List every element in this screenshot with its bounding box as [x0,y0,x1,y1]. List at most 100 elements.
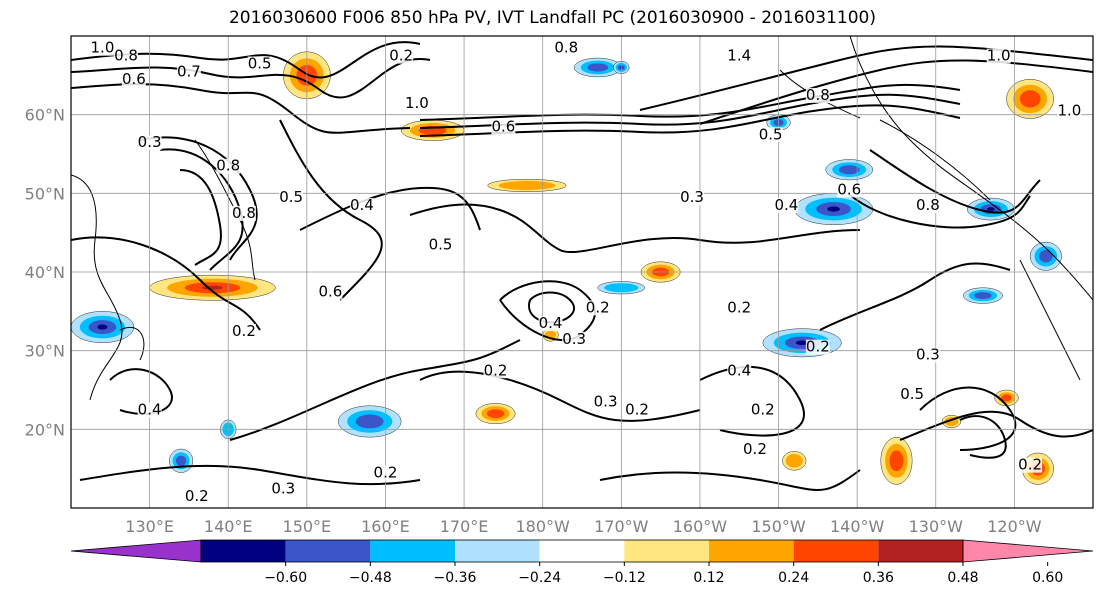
pv-anomaly-positive-7-2 [889,450,904,472]
lon-tick-label: 140°W [830,517,885,536]
contour-label-bg [742,441,767,457]
contour-label: 0.5 [900,385,924,403]
colorbar-tick-label: −0.12 [603,570,646,586]
contour-label: 0.6 [122,70,146,88]
pv-contour-8 [869,149,1041,214]
contour-label: 0.2 [374,464,398,482]
contour-label: 0.2 [389,47,413,65]
colorbar-tick-label: −0.36 [434,570,477,586]
contour-label-bg [389,48,414,64]
contour-label-bg [805,87,830,103]
pv-contour-12 [179,169,222,266]
contour-label-bg [1057,103,1082,119]
contour-label-bg [404,95,429,111]
contour-label: 0.2 [625,401,649,419]
pv-anomaly-negative-15-3 [827,206,840,212]
pv-contour-1 [71,58,431,99]
coastline-3 [849,36,1093,301]
contour-label-bg [176,64,201,80]
coastline-4 [879,119,991,201]
contour-label: 0.4 [727,361,751,379]
contour-label-bg [774,198,799,214]
pv-anomaly-positive-10-1 [785,454,803,468]
contour-label: 0.6 [491,117,515,135]
contour-label: 0.2 [751,401,775,419]
contour-label-bg [727,363,752,379]
contour-label: 0.2 [727,298,751,316]
colorbar-outline [200,539,964,563]
pv-anomaly-positive-2-2 [1019,90,1041,108]
pv-contour-18 [528,291,575,324]
pv-anomaly-negative-17-2 [1038,250,1053,263]
colorbar-bin [793,540,879,562]
colorbar-bin [285,540,371,562]
contour-label: 0.3 [271,479,295,497]
lat-tick-label: 30°N [25,342,65,361]
contour-label-bg [231,323,256,339]
lon-tick-label: 160°E [361,517,410,536]
contour-label-bg [538,316,563,332]
colorbar-bin [539,540,625,562]
contour-label-bg [279,190,304,206]
pv-contour-25 [959,415,1007,459]
contour-label: 0.3 [594,393,618,411]
contour-label: 0.5 [759,125,783,143]
pv-anomaly-positive-9-2 [1001,394,1012,402]
colorbar-tick-label: −0.60 [264,570,307,586]
lon-tick-label: 140°E [204,517,253,536]
pv-contour-10 [139,136,258,261]
contour-label-bg [727,48,752,64]
contour-label: 0.2 [586,298,610,316]
contour-label-bg [231,205,256,221]
pv-anomaly-negative-19-3 [795,340,809,346]
coastline-0 [71,174,123,401]
lon-tick-label: 180°W [516,517,571,536]
contour-label: 0.8 [216,157,240,175]
pv-contour-4 [419,93,961,129]
contour-label: 0.5 [279,188,303,206]
contour-label-bg [373,465,398,481]
contour-label-bg [137,135,162,151]
pv-contour-28 [599,469,861,491]
contour-labels: 1.0 0.80.6 0.7 0.5 0.21.00.60.8 1.40.80.51.01… [90,39,1082,505]
pv-anomaly-negative-13-2 [587,63,609,72]
colorbar-bin [709,540,794,562]
contour-label: 1.0 [91,39,115,57]
colorbar-tick-label: 0.48 [947,570,978,586]
contour-label-bg [137,402,162,418]
pv-contour-16 [409,203,861,254]
contour-label-bg [349,198,374,214]
pv-contour-21 [229,339,521,441]
contour-label: 0.8 [232,204,256,222]
pv-anomaly-negative-22-2 [974,292,992,300]
coastline-2 [119,326,145,361]
contour-label: 0.3 [680,188,704,206]
colorbar-tick-label: 0.24 [778,570,809,586]
colorbar-tick-label: 0.60 [1032,570,1063,586]
contour-label-bg [247,56,272,72]
lat-tick-label: 40°N [25,263,65,282]
contour-label-bg [271,481,296,497]
contour-label: 1.0 [405,94,429,112]
lon-tick-label: 120°W [987,517,1042,536]
pv-contour-9 [849,194,1031,229]
contour-label: 0.2 [743,440,767,458]
colorbar-bin [370,540,455,562]
colorbar-bin [201,540,286,562]
contour-label-bg [915,347,940,363]
contour-label: 0.7 [177,62,201,80]
colorbar-bin [624,540,709,562]
colorbar-bin [455,540,540,562]
contour-label: 0.2 [232,322,256,340]
pv-anomaly-negative-14-3 [97,324,108,330]
lat-tick-label: 50°N [25,184,65,203]
lat-tick-label: 20°N [25,420,65,439]
pv-anomaly-negative-20-2 [355,414,384,429]
contour-label: 0.6 [837,180,861,198]
lon-tick-label: 130°E [125,517,174,536]
contour-label-bg [121,72,146,88]
contour-label-bg [750,402,775,418]
contour-label-bg [680,190,705,206]
contour-label-bg [554,40,579,56]
